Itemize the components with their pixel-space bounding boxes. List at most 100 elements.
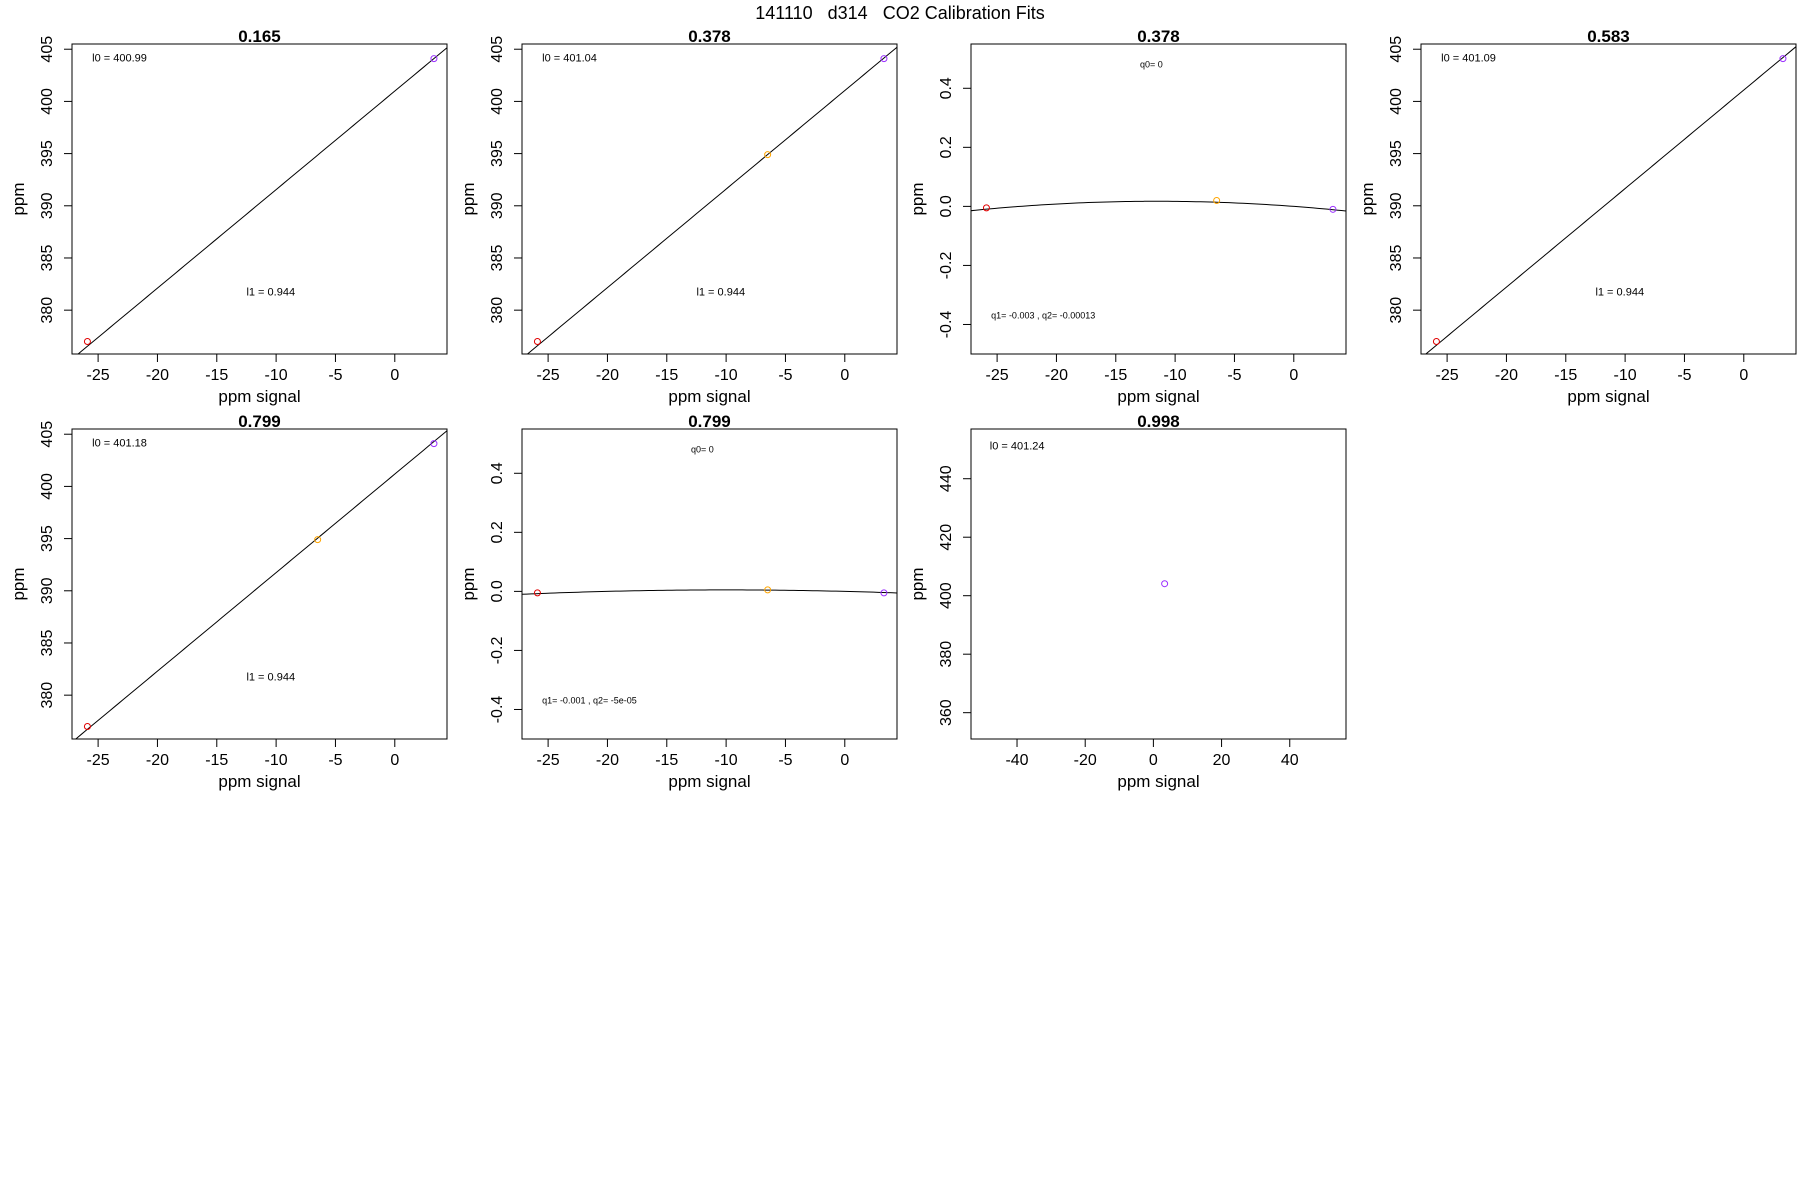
fit-line — [522, 589, 897, 595]
chart-panel-4: 0.583 -25 -20 -15 -10 -5 0 ppm signal 380 385 390 3… — [1358, 27, 1797, 406]
y-tick-label: 380 — [39, 682, 56, 709]
data-point — [83, 337, 91, 345]
y-tick-label: -0.4 — [938, 311, 955, 339]
x-tick-label: -20 — [596, 367, 619, 384]
panel-title: 0.378 — [688, 27, 731, 46]
x-tick-label: -5 — [1227, 367, 1241, 384]
x-tick-label: -10 — [265, 367, 288, 384]
y-tick-label: 395 — [39, 525, 56, 552]
y-tick-label: 0.4 — [489, 462, 506, 484]
chart-panel-7: 0.998 -40 -20 0 20 40 ppm signal 360 380 400 420 44… — [908, 412, 1347, 791]
y-tick-label: 395 — [489, 140, 506, 167]
y-tick-label: 395 — [39, 140, 56, 167]
y-tick-label: 405 — [39, 36, 56, 63]
fit-annotation: l0 = 400.99 — [92, 53, 147, 65]
panels-grid: 0.165 -25 -20 -15 -10 -5 0 ppm signal 380 385 390 3… — [9, 27, 1797, 791]
y-tick-label: 400 — [489, 88, 506, 115]
x-tick-label: -15 — [655, 752, 678, 769]
y-axis-label: ppm — [9, 567, 28, 600]
fit-line — [77, 47, 447, 354]
fit-annotation: l0 = 401.04 — [542, 53, 597, 65]
y-axis-label: ppm — [908, 567, 927, 600]
x-tick-label: -25 — [986, 367, 1009, 384]
fit-annotation: q1= -0.001 , q2= -5e-05 — [542, 696, 637, 706]
y-tick-label: 400 — [39, 88, 56, 115]
x-tick-label: -10 — [265, 752, 288, 769]
x-tick-label: -10 — [1164, 367, 1187, 384]
y-tick-label: -0.2 — [489, 637, 506, 665]
y-tick-label: 405 — [489, 36, 506, 63]
x-tick-label: 20 — [1213, 752, 1231, 769]
x-tick-label: 0 — [1149, 752, 1158, 769]
x-tick-label: -5 — [778, 752, 792, 769]
y-tick-label: 385 — [39, 630, 56, 657]
y-tick-label: 380 — [1388, 297, 1405, 324]
y-tick-label: 390 — [1388, 192, 1405, 219]
y-tick-label: 380 — [39, 297, 56, 324]
data-point — [764, 151, 772, 159]
y-tick-label: 440 — [938, 465, 955, 492]
data-point — [1161, 580, 1169, 588]
y-tick-label: 0.0 — [489, 580, 506, 602]
data-point — [1329, 205, 1337, 213]
fit-annotation: l1 = 0.944 — [1595, 287, 1644, 299]
panel-title: 0.583 — [1587, 27, 1630, 46]
panel-title: 0.998 — [1137, 412, 1180, 431]
fit-line — [1425, 46, 1796, 354]
data-point — [1779, 55, 1787, 63]
panel-title: 0.165 — [238, 27, 281, 46]
data-point — [314, 536, 322, 544]
x-tick-label: 0 — [390, 367, 399, 384]
x-tick-label: -20 — [596, 752, 619, 769]
y-tick-label: 390 — [39, 192, 56, 219]
x-tick-label: 0 — [840, 367, 849, 384]
x-tick-label: -20 — [1495, 367, 1518, 384]
y-tick-label: 405 — [1388, 36, 1405, 63]
x-tick-label: 0 — [390, 752, 399, 769]
x-tick-label: 0 — [1739, 367, 1748, 384]
panel-title: 0.378 — [1137, 27, 1180, 46]
x-tick-label: -5 — [328, 752, 342, 769]
fit-line — [526, 46, 897, 354]
x-tick-label: -5 — [1677, 367, 1691, 384]
data-point — [83, 722, 91, 730]
y-tick-label: 385 — [39, 245, 56, 272]
x-axis-label: ppm signal — [1117, 772, 1199, 791]
x-tick-label: -20 — [146, 752, 169, 769]
x-axis-label: ppm signal — [668, 772, 750, 791]
x-tick-label: -25 — [537, 367, 560, 384]
y-tick-label: 0.0 — [938, 195, 955, 217]
x-tick-label: -10 — [715, 752, 738, 769]
y-tick-label: 380 — [938, 641, 955, 668]
y-tick-label: 385 — [489, 245, 506, 272]
y-axis-label: ppm — [459, 182, 478, 215]
y-tick-label: 360 — [938, 699, 955, 726]
panel-title: 0.799 — [688, 412, 731, 431]
y-tick-label: 0.2 — [938, 136, 955, 158]
x-tick-label: -25 — [537, 752, 560, 769]
y-axis-label: ppm — [459, 567, 478, 600]
x-tick-label: -5 — [328, 367, 342, 384]
x-tick-label: -10 — [715, 367, 738, 384]
fit-annotation: q0= 0 — [1140, 60, 1163, 70]
data-point — [880, 589, 888, 597]
y-tick-label: 380 — [489, 297, 506, 324]
x-axis-label: ppm signal — [218, 772, 300, 791]
x-tick-label: -20 — [1074, 752, 1097, 769]
y-axis-label: ppm — [908, 182, 927, 215]
x-tick-label: -10 — [1614, 367, 1637, 384]
x-tick-label: -15 — [205, 752, 228, 769]
data-point — [430, 55, 438, 63]
fit-line — [74, 430, 447, 739]
y-tick-label: 400 — [1388, 88, 1405, 115]
data-point — [764, 586, 772, 594]
x-tick-label: -15 — [205, 367, 228, 384]
figure-title: 141110 d314 CO2 Calibration Fits — [755, 3, 1045, 23]
x-tick-label: -25 — [87, 752, 110, 769]
y-tick-label: 385 — [1388, 245, 1405, 272]
x-tick-label: 0 — [840, 752, 849, 769]
x-tick-label: -40 — [1005, 752, 1028, 769]
y-tick-label: 400 — [39, 473, 56, 500]
x-tick-label: -20 — [146, 367, 169, 384]
